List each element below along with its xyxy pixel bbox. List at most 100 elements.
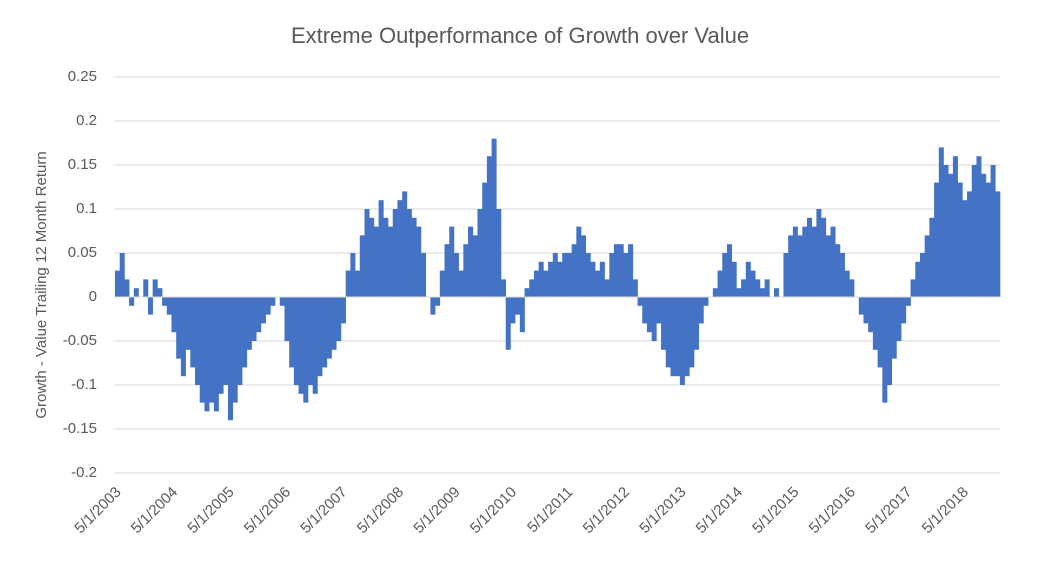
bar — [816, 209, 822, 297]
bar — [849, 279, 855, 297]
bar — [265, 297, 271, 315]
bar — [872, 297, 878, 350]
y-tick-label: 0 — [89, 288, 97, 305]
bar — [524, 288, 530, 297]
bar — [656, 297, 662, 324]
bar — [378, 200, 384, 297]
bar — [562, 253, 568, 297]
bar — [759, 288, 765, 297]
bar — [392, 209, 398, 297]
bar — [152, 279, 158, 297]
bar — [571, 244, 577, 297]
bar — [246, 297, 252, 350]
bar — [670, 297, 676, 377]
bar — [726, 244, 732, 297]
bar — [543, 270, 549, 297]
bar — [227, 297, 233, 421]
bar — [651, 297, 657, 341]
bar — [388, 226, 394, 297]
bar — [581, 235, 587, 297]
bar — [270, 297, 276, 306]
y-tick-label: -0.2 — [71, 464, 97, 481]
bar — [430, 297, 436, 315]
bar — [745, 261, 751, 297]
bar — [882, 297, 888, 403]
bar — [312, 297, 318, 394]
bar — [896, 297, 902, 341]
bar — [689, 297, 695, 368]
bar — [355, 270, 361, 297]
bar — [750, 270, 756, 297]
bar — [599, 261, 605, 297]
bar — [115, 270, 121, 297]
bar — [905, 297, 911, 306]
bar — [213, 297, 219, 412]
bar — [981, 173, 987, 297]
bar — [665, 297, 671, 368]
bar — [496, 209, 502, 297]
bar — [976, 156, 982, 297]
bar — [199, 297, 205, 403]
bar — [613, 244, 619, 297]
bar — [256, 297, 262, 333]
bar — [176, 297, 182, 359]
bar — [938, 147, 944, 297]
bar — [802, 226, 808, 297]
bar — [924, 235, 930, 297]
bar — [397, 200, 403, 297]
bar — [223, 297, 229, 385]
bar — [232, 297, 238, 403]
bar — [877, 297, 883, 368]
bar — [943, 165, 949, 297]
bar — [477, 209, 483, 297]
y-tick-label: 0.2 — [76, 112, 97, 129]
chart-title: Extreme Outperformance of Growth over Va… — [291, 23, 749, 48]
bar — [157, 288, 163, 297]
bar — [703, 297, 709, 306]
bar — [373, 226, 379, 297]
bar — [948, 173, 954, 297]
bar — [190, 297, 196, 368]
bar — [298, 297, 304, 394]
bar — [628, 244, 634, 297]
bar — [722, 253, 728, 297]
bar — [143, 279, 149, 297]
bar — [326, 297, 332, 359]
bar — [694, 297, 700, 350]
bar — [204, 297, 210, 412]
y-axis-label: Growth - Value Trailing 12 Month Return — [33, 151, 50, 418]
bar — [557, 261, 563, 297]
bar — [985, 182, 991, 297]
bar — [868, 297, 874, 333]
bar — [590, 261, 596, 297]
bar — [322, 297, 328, 368]
bar — [468, 226, 474, 297]
bar — [185, 297, 191, 350]
bar — [486, 156, 492, 297]
bar — [463, 244, 469, 297]
bar — [147, 297, 153, 315]
bar — [661, 297, 667, 350]
bar — [552, 253, 558, 297]
bar — [406, 209, 412, 297]
bar — [439, 270, 445, 297]
bar — [133, 288, 139, 297]
bar — [839, 253, 845, 297]
bar — [604, 279, 610, 297]
y-tick-label: 0.1 — [76, 200, 97, 217]
bar — [515, 297, 521, 315]
bar — [402, 191, 408, 297]
bar — [646, 297, 652, 333]
bar — [482, 182, 488, 297]
bar — [811, 226, 817, 297]
bar — [444, 244, 450, 297]
bar — [736, 288, 742, 297]
bar — [830, 226, 836, 297]
bar — [435, 297, 441, 306]
bar — [684, 297, 690, 377]
bar — [533, 270, 539, 297]
bar — [237, 297, 243, 385]
bar — [919, 253, 925, 297]
bar — [119, 253, 125, 297]
